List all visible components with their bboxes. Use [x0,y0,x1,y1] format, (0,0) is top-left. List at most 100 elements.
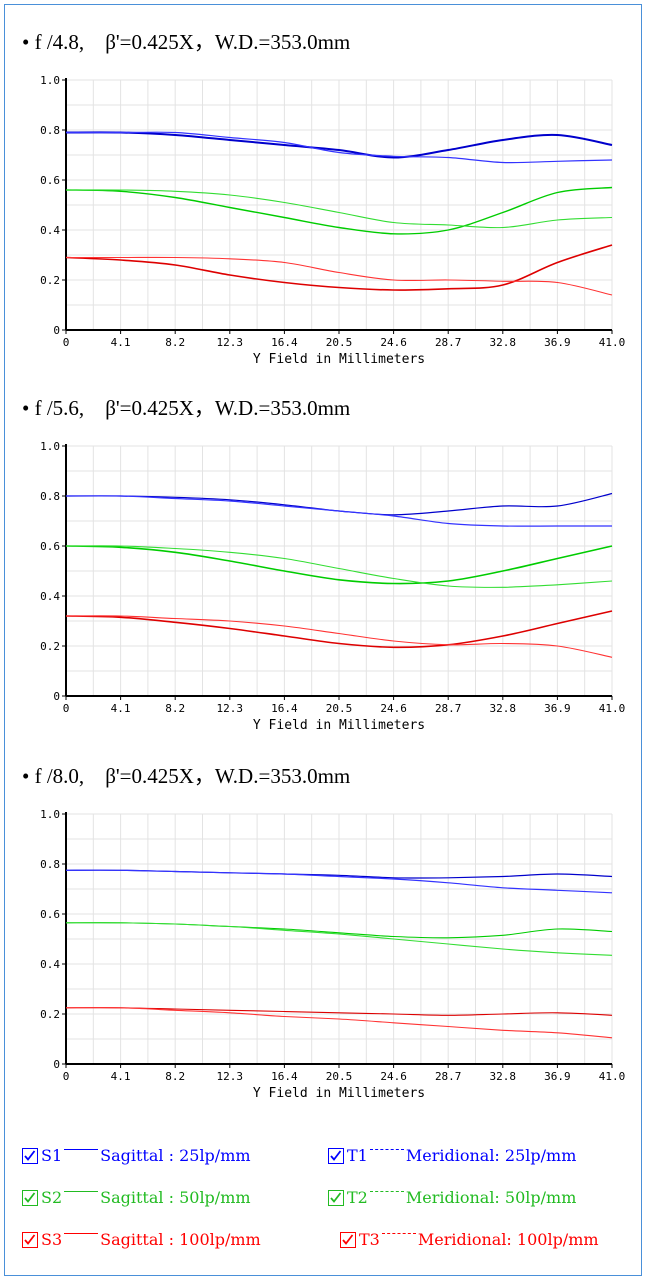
x-tick-label: 41.0 [599,1070,626,1083]
panel-title-1: • f /4.8, β'=0.425X，W.D.=353.0mm [22,26,350,56]
x-tick-label: 28.7 [435,1070,462,1083]
checkbox-checked-icon[interactable] [328,1147,344,1164]
legend-text: Sagittal : 100lp/mm [100,1230,261,1249]
legend-code: T1 [347,1146,368,1165]
dashed-line-icon [381,1232,416,1248]
legend-text: Meridional: 100lp/mm [417,1230,599,1249]
aperture-label: • f /5.6, [22,396,85,420]
x-tick-label: 0 [63,1070,70,1083]
series-line-6 [66,256,613,296]
series-line-4 [65,545,613,588]
y-tick-label: 0.8 [40,124,60,137]
y-tick-label: 0.2 [40,274,60,287]
x-axis-label: Y Field in Millimeters [253,352,425,367]
y-tick-label: 0 [53,690,60,703]
x-tick-label: 16.4 [271,336,298,349]
x-tick-label: 12.3 [217,1070,244,1083]
y-tick-label: 0.4 [40,958,60,971]
y-tick-label: 0.8 [40,490,60,503]
checkbox-checked-icon[interactable] [22,1147,38,1164]
solid-line-icon [64,1190,99,1206]
x-tick-label: 0 [63,336,70,349]
legend-code: S2 [41,1188,63,1207]
x-tick-label: 20.5 [326,1070,353,1083]
legend-code: T3 [359,1230,380,1249]
series-line-6 [65,1007,613,1039]
series-line-5 [65,1007,613,1016]
x-tick-label: 20.5 [326,336,353,349]
series-line-1 [65,131,613,159]
y-tick-label: 0.2 [40,640,60,653]
legend-item-s1[interactable]: S1 Sagittal : 25lp/mm [22,1146,251,1165]
checkbox-checked-icon[interactable] [22,1189,38,1206]
x-tick-label: 16.4 [271,1070,298,1083]
checkbox-checked-icon[interactable] [22,1231,38,1248]
legend-row-2: S2 Sagittal : 50lp/mm T2 Meridional: 50lp/… [22,1188,642,1214]
x-tick-label: 24.6 [380,702,407,715]
series-line-6 [65,615,613,658]
magnification-label: β'=0.425X，W.D.=353.0mm [105,396,351,420]
legend-item-t1[interactable]: T1 Meridional: 25lp/mm [328,1146,576,1165]
legend-text: Meridional: 50lp/mm [405,1188,577,1207]
x-tick-label: 28.7 [435,336,462,349]
legend-item-t3[interactable]: T3 Meridional: 100lp/mm [340,1230,599,1249]
x-tick-label: 20.5 [326,702,353,715]
legend-item-s2[interactable]: S2 Sagittal : 50lp/mm [22,1188,251,1207]
y-tick-label: 0 [53,324,60,337]
x-tick-label: 24.6 [380,1070,407,1083]
mtf-chart-f8-0: 0 0.2 0.4 0.6 0.8 1.0 0 4.1 8.2 12.3 16.4 20.5 24.6 2… [40,808,626,1101]
aperture-label: • f /8.0, [22,764,85,788]
checkbox-checked-icon[interactable] [340,1231,356,1248]
checkbox-checked-icon[interactable] [328,1189,344,1206]
y-tick-label: 0.6 [40,174,60,187]
x-tick-label: 32.8 [490,336,517,349]
magnification-label: β'=0.425X，W.D.=353.0mm [105,764,351,788]
y-tick-label: 0.6 [40,540,60,553]
panel-title-3: • f /8.0, β'=0.425X，W.D.=353.0mm [22,760,350,790]
x-axis-label: Y Field in Millimeters [253,1086,425,1101]
legend-code: T2 [347,1188,368,1207]
y-tick-label: 0.8 [40,858,60,871]
x-tick-label: 32.8 [490,1070,517,1083]
series-line-5 [65,244,613,291]
x-tick-label: 4.1 [111,336,131,349]
legend-row-3: S3 Sagittal : 100lp/mm T3 Meridional: 100l… [22,1230,642,1256]
aperture-label: • f /4.8, [22,30,85,54]
x-axis-label: Y Field in Millimeters [253,718,425,733]
legend-text: Meridional: 25lp/mm [405,1146,577,1165]
x-tick-label: 16.4 [271,702,298,715]
dashed-line-icon [369,1148,404,1164]
x-tick-label: 32.8 [490,702,517,715]
legend-row-1: S1 Sagittal : 25lp/mm T1 Meridional: 25lp/… [22,1146,642,1172]
y-tick-label: 0 [53,1058,60,1071]
x-tick-label: 24.6 [380,336,407,349]
legend-code: S1 [41,1146,63,1165]
legend-code: S3 [41,1230,63,1249]
dashed-line-icon [369,1190,404,1206]
series-line-2 [65,495,612,527]
solid-line-icon [64,1232,99,1248]
magnification-label: β'=0.425X，W.D.=353.0mm [105,30,351,54]
x-tick-label: 8.2 [165,336,185,349]
legend-item-t2[interactable]: T2 Meridional: 50lp/mm [328,1188,576,1207]
y-tick-label: 1.0 [40,74,60,87]
series-line-3 [65,545,613,585]
x-tick-label: 36.9 [544,702,571,715]
series-line-4 [65,922,613,956]
x-tick-label: 41.0 [599,336,626,349]
x-tick-label: 12.3 [217,702,244,715]
y-tick-label: 1.0 [40,440,60,453]
solid-line-icon [64,1148,99,1164]
series-line-2 [65,869,613,894]
legend-text: Sagittal : 50lp/mm [100,1188,251,1207]
y-tick-label: 0.2 [40,1008,60,1021]
x-tick-label: 0 [63,702,70,715]
legend-text: Sagittal : 25lp/mm [100,1146,251,1165]
mtf-chart-f4-8: 0 0.2 0.4 0.6 0.8 1.0 0 4.1 8.2 12.3 16.4 20.5 24.6 2… [40,74,626,367]
x-tick-label: 4.1 [111,1070,131,1083]
series-line-4 [65,189,613,229]
y-tick-label: 0.4 [40,224,60,237]
x-tick-label: 36.9 [544,336,571,349]
panel-title-2: • f /5.6, β'=0.425X，W.D.=353.0mm [22,392,350,422]
legend-item-s3[interactable]: S3 Sagittal : 100lp/mm [22,1230,261,1249]
